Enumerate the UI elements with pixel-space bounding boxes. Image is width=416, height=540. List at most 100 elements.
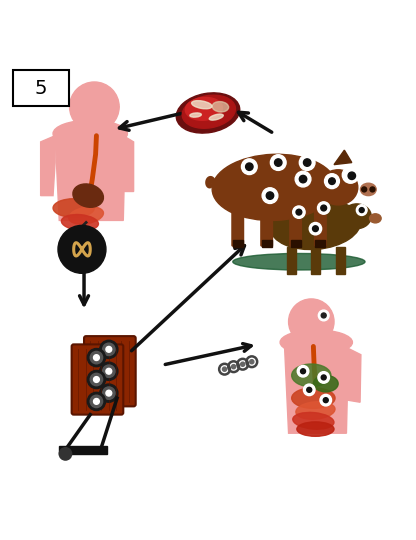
Ellipse shape — [293, 413, 334, 429]
Ellipse shape — [69, 207, 104, 224]
Polygon shape — [348, 348, 361, 402]
Circle shape — [293, 206, 305, 218]
Circle shape — [321, 375, 326, 380]
Circle shape — [94, 399, 99, 404]
Circle shape — [262, 188, 278, 204]
Circle shape — [58, 225, 106, 273]
Circle shape — [245, 163, 253, 171]
Ellipse shape — [176, 93, 240, 133]
FancyBboxPatch shape — [261, 207, 272, 246]
Circle shape — [87, 393, 106, 410]
Circle shape — [303, 159, 311, 166]
FancyBboxPatch shape — [315, 240, 325, 247]
Circle shape — [266, 192, 274, 199]
Ellipse shape — [292, 388, 335, 408]
Circle shape — [296, 210, 302, 215]
Circle shape — [321, 313, 326, 318]
Polygon shape — [121, 136, 134, 192]
FancyBboxPatch shape — [233, 240, 243, 247]
Ellipse shape — [292, 364, 331, 387]
Ellipse shape — [182, 95, 235, 129]
Circle shape — [312, 226, 318, 232]
Ellipse shape — [209, 114, 223, 120]
Polygon shape — [334, 150, 352, 165]
FancyBboxPatch shape — [290, 207, 301, 246]
Circle shape — [103, 343, 115, 355]
Circle shape — [250, 360, 254, 364]
Ellipse shape — [296, 402, 335, 419]
Polygon shape — [111, 103, 119, 115]
FancyBboxPatch shape — [88, 112, 100, 134]
FancyBboxPatch shape — [262, 240, 272, 247]
Circle shape — [289, 299, 334, 345]
FancyBboxPatch shape — [311, 247, 320, 274]
Circle shape — [59, 448, 72, 460]
Circle shape — [275, 159, 282, 166]
Circle shape — [359, 207, 364, 213]
Circle shape — [317, 202, 330, 214]
Circle shape — [240, 362, 245, 366]
FancyBboxPatch shape — [291, 240, 301, 247]
Circle shape — [295, 171, 311, 187]
Circle shape — [318, 310, 329, 321]
Ellipse shape — [313, 375, 338, 392]
Circle shape — [320, 394, 332, 406]
Ellipse shape — [297, 422, 334, 436]
Polygon shape — [55, 133, 125, 220]
Ellipse shape — [185, 97, 223, 120]
Ellipse shape — [280, 330, 352, 355]
Circle shape — [106, 347, 112, 352]
Circle shape — [100, 384, 118, 402]
Circle shape — [318, 372, 329, 383]
Circle shape — [300, 176, 307, 183]
FancyBboxPatch shape — [287, 247, 296, 274]
Circle shape — [329, 178, 335, 185]
Text: 5: 5 — [35, 79, 47, 98]
Circle shape — [103, 387, 115, 400]
Circle shape — [100, 340, 118, 359]
Circle shape — [342, 167, 359, 183]
Ellipse shape — [53, 199, 94, 217]
Ellipse shape — [192, 100, 212, 109]
FancyBboxPatch shape — [72, 345, 123, 415]
Circle shape — [323, 397, 328, 403]
Circle shape — [357, 205, 367, 215]
Circle shape — [232, 364, 236, 369]
Circle shape — [241, 159, 257, 174]
Circle shape — [324, 174, 339, 188]
Circle shape — [69, 82, 119, 132]
Ellipse shape — [212, 102, 229, 112]
FancyBboxPatch shape — [84, 336, 136, 407]
Polygon shape — [285, 345, 349, 433]
Ellipse shape — [73, 184, 104, 207]
Circle shape — [94, 376, 99, 382]
Circle shape — [100, 362, 118, 380]
FancyBboxPatch shape — [308, 323, 319, 347]
Circle shape — [321, 205, 327, 211]
FancyBboxPatch shape — [314, 207, 326, 246]
Ellipse shape — [233, 253, 365, 270]
Circle shape — [309, 222, 322, 235]
FancyBboxPatch shape — [336, 247, 345, 274]
FancyBboxPatch shape — [12, 70, 69, 106]
Circle shape — [297, 366, 309, 377]
Circle shape — [301, 369, 305, 374]
Ellipse shape — [53, 120, 127, 147]
Circle shape — [90, 373, 103, 386]
Circle shape — [103, 365, 115, 377]
Circle shape — [87, 348, 106, 367]
Circle shape — [307, 387, 312, 393]
Circle shape — [362, 187, 366, 192]
Ellipse shape — [190, 113, 201, 117]
Ellipse shape — [342, 204, 371, 228]
Circle shape — [94, 355, 99, 361]
FancyBboxPatch shape — [59, 447, 107, 454]
Ellipse shape — [212, 154, 336, 220]
Circle shape — [90, 395, 103, 408]
Circle shape — [106, 390, 112, 396]
Circle shape — [90, 352, 103, 364]
Ellipse shape — [319, 170, 358, 205]
Ellipse shape — [361, 183, 376, 195]
Ellipse shape — [270, 200, 361, 249]
Circle shape — [370, 187, 375, 192]
